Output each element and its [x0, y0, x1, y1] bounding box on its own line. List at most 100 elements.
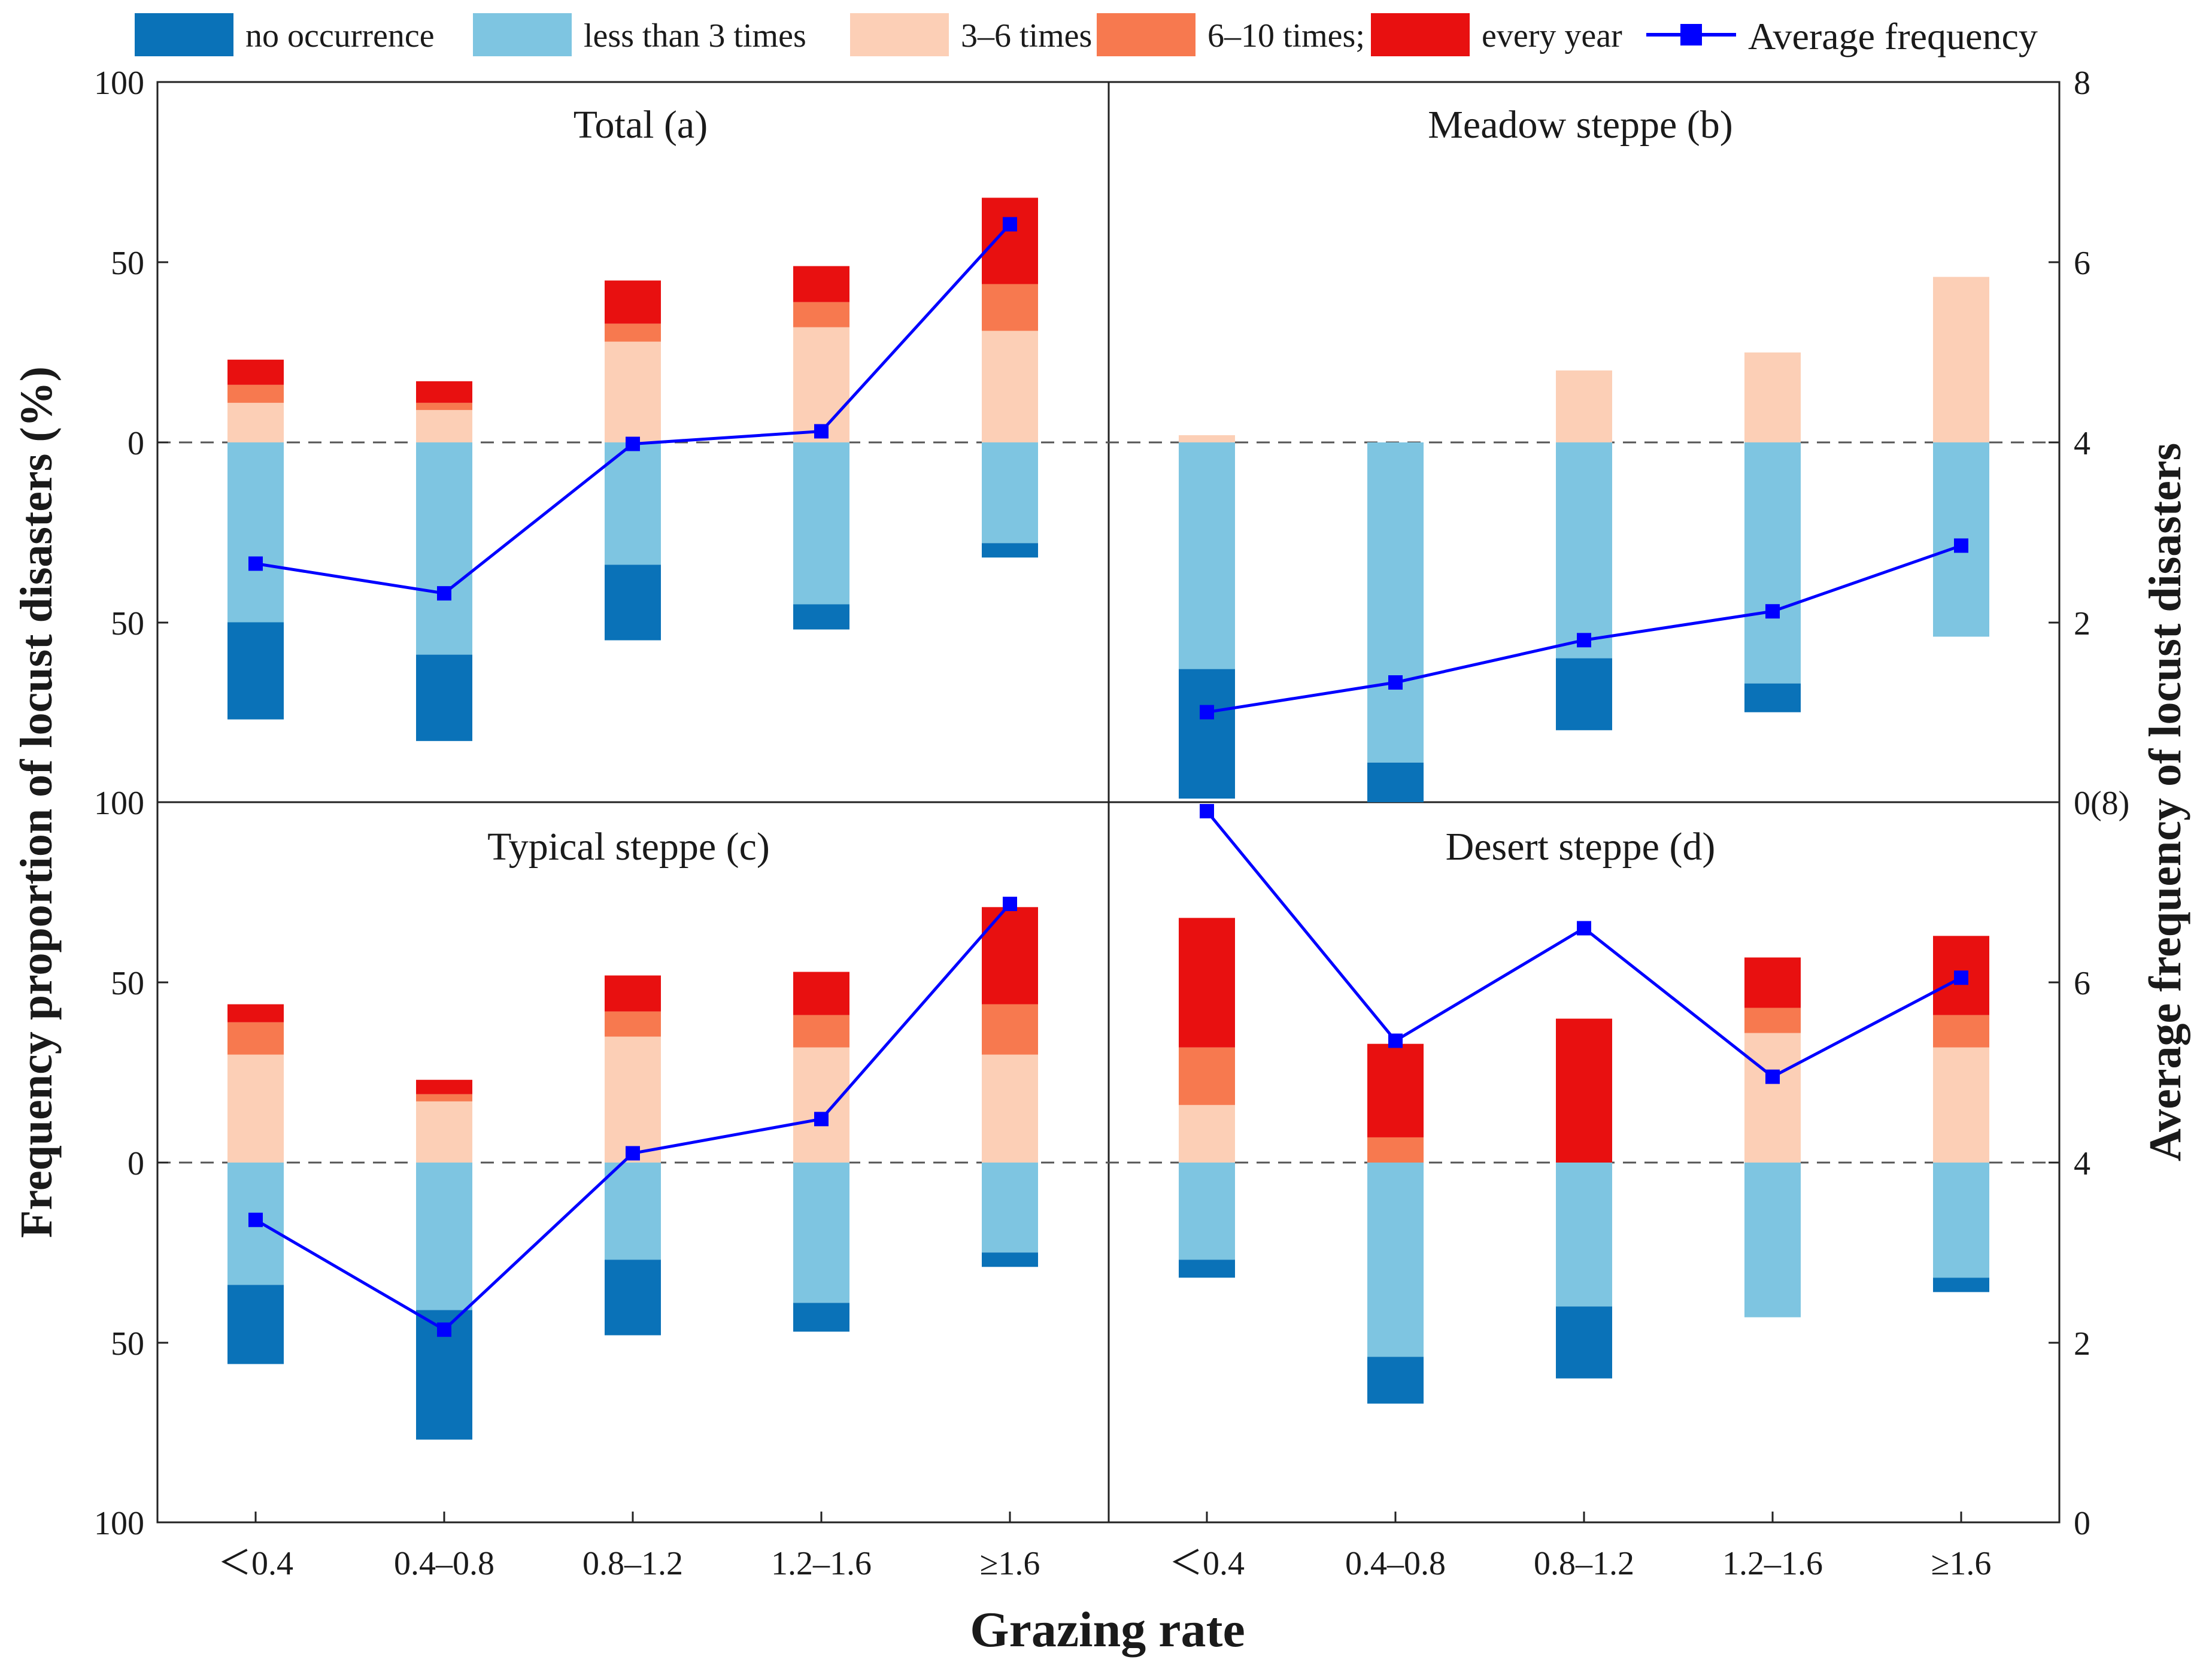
panel-title-typical-steppe: Typical steppe (c) [487, 825, 770, 869]
bar-every-year-p0-c0 [227, 359, 284, 385]
avg-frequency-marker-p3-c1 [1388, 1033, 1403, 1048]
bar-t6-10-p2-c4 [982, 1004, 1038, 1055]
bar-t6-10-p2-c1 [416, 1094, 472, 1101]
bar-less-than-3-p3-c4 [1933, 1163, 1989, 1278]
legend-label-t3-6: 3–6 times [961, 17, 1092, 54]
right-tick-label-bottom-0: 6 [2074, 965, 2090, 1002]
bar-t3-6-p2-c4 [982, 1054, 1038, 1163]
bar-every-year-p3-c2 [1556, 1018, 1612, 1163]
x-tick-label-0-2: 0.8–1.2 [582, 1545, 683, 1582]
bar-t6-10-p0-c2 [605, 323, 661, 342]
legend-swatch-t6-10 [1097, 13, 1195, 56]
legend-swatch-no-occurrence [135, 13, 233, 56]
axis-ticks: 100 50 0 50 100 50 0 50 100 8 6 4 2 0(8) 6 4 2 0 ＜0.4 0.4–0… [94, 65, 2129, 1582]
bar-t6-10-p2-c3 [793, 1015, 849, 1048]
x-tick-label-0-1: 0.4–0.8 [394, 1545, 494, 1582]
left-tick-label-top-0: 100 [94, 65, 144, 102]
avg-frequency-marker-p1-c2 [1577, 633, 1591, 648]
x-axis-label: Grazing rate [970, 1602, 1245, 1658]
bar-less-than-3-p3-c3 [1744, 1163, 1801, 1318]
right-tick-label-top-0: 8 [2074, 65, 2090, 102]
bar-no-occurrence-p0-c2 [605, 565, 661, 641]
x-tick-label-0-0: ＜0.4 [218, 1545, 293, 1582]
bar-less-than-3-p1-c0 [1179, 442, 1235, 669]
bar-less-than-3-p1-c1 [1367, 442, 1424, 763]
bar-less-than-3-p3-c0 [1179, 1163, 1235, 1260]
left-tick-label-bottom-1: 0 [128, 1145, 144, 1182]
avg-frequency-marker-p3-c2 [1577, 921, 1591, 936]
left-tick-label-top-4: 100 [94, 785, 144, 822]
bar-no-occurrence-p3-c4 [1933, 1277, 1989, 1292]
bar-t6-10-p3-c0 [1179, 1047, 1235, 1105]
bar-less-than-3-p2-c3 [793, 1163, 849, 1303]
bar-less-than-3-p1-c3 [1744, 442, 1801, 684]
legend-label-t6-10: 6–10 times; [1207, 17, 1365, 54]
bar-every-year-p3-c1 [1367, 1043, 1424, 1137]
bar-t6-10-p3-c4 [1933, 1015, 1989, 1048]
bar-less-than-3-p0-c0 [227, 442, 284, 623]
x-tick-label-1-0: ＜0.4 [1169, 1545, 1245, 1582]
panel-title-total: Total (a) [574, 103, 708, 147]
legend: no occurrence less than 3 times 3–6 times 6… [135, 13, 2038, 57]
panel-title-desert-steppe: Desert steppe (d) [1446, 825, 1716, 869]
y-axis-label-right: Average frequency of locust disasters [2140, 443, 2190, 1161]
legend-swatch-every-year [1371, 13, 1470, 56]
avg-frequency-marker-p0-c3 [814, 424, 829, 439]
bar-every-year-p2-c1 [416, 1079, 472, 1094]
bar-every-year-p2-c0 [227, 1004, 284, 1022]
bar-t6-10-p2-c0 [227, 1022, 284, 1055]
right-tick-label-top-2: 4 [2074, 425, 2090, 462]
legend-label-every-year: every year [1482, 17, 1622, 54]
bar-t6-10-p0-c4 [982, 284, 1038, 331]
avg-frequency-marker-p2-c0 [248, 1212, 263, 1227]
bar-every-year-p3-c0 [1179, 918, 1235, 1048]
bar-t3-6-p0-c1 [416, 409, 472, 442]
bar-t3-6-p0-c2 [605, 341, 661, 442]
bar-t3-6-p1-c2 [1556, 370, 1612, 442]
bar-every-year-p0-c1 [416, 381, 472, 403]
avg-frequency-marker-p0-c1 [437, 586, 451, 601]
bar-t6-10-p2-c2 [605, 1011, 661, 1037]
left-tick-label-bottom-3: 100 [94, 1505, 144, 1542]
bars-layer [227, 198, 1989, 1440]
bar-no-occurrence-p3-c0 [1179, 1260, 1235, 1278]
avg-frequency-marker-p3-c4 [1954, 970, 1968, 985]
legend-line-marker [1680, 24, 1702, 45]
bar-t6-10-p3-c1 [1367, 1137, 1424, 1163]
bar-no-occurrence-p3-c1 [1367, 1357, 1424, 1404]
bar-no-occurrence-p2-c2 [605, 1260, 661, 1336]
bar-t3-6-p2-c3 [793, 1047, 849, 1163]
bar-no-occurrence-p3-c2 [1556, 1306, 1612, 1379]
x-tick-label-1-1: 0.4–0.8 [1345, 1545, 1446, 1582]
bar-every-year-p2-c4 [982, 907, 1038, 1005]
panel-title-meadow-steppe: Meadow steppe (b) [1428, 103, 1733, 147]
bar-t6-10-p0-c0 [227, 384, 284, 403]
bar-t3-6-p2-c1 [416, 1101, 472, 1163]
left-tick-label-top-1: 50 [111, 245, 144, 282]
bar-t3-6-p0-c3 [793, 327, 849, 442]
bar-t3-6-p3-c3 [1744, 1033, 1801, 1163]
bar-t6-10-p0-c1 [416, 402, 472, 410]
bar-every-year-p0-c2 [605, 280, 661, 324]
x-tick-label-0-4: ≥1.6 [980, 1545, 1040, 1582]
right-tick-label-bottom-2: 2 [2074, 1325, 2090, 1363]
bar-t3-6-p3-c0 [1179, 1104, 1235, 1163]
avg-frequency-marker-p0-c0 [248, 556, 263, 571]
legend-swatch-t3-6 [850, 13, 949, 56]
right-tick-label-top-1: 6 [2074, 245, 2090, 282]
bar-every-year-p0-c4 [982, 198, 1038, 284]
bar-less-than-3-p2-c2 [605, 1163, 661, 1260]
bar-t3-6-p1-c3 [1744, 352, 1801, 442]
avg-frequency-marker-p0-c4 [1003, 217, 1017, 232]
bar-no-occurrence-p0-c4 [982, 543, 1038, 558]
x-tick-label-1-4: ≥1.6 [1931, 1545, 1992, 1582]
x-tick-label-0-3: 1.2–1.6 [771, 1545, 872, 1582]
bar-no-occurrence-p1-c3 [1744, 683, 1801, 712]
bar-no-occurrence-p0-c0 [227, 622, 284, 720]
bar-less-than-3-p1-c2 [1556, 442, 1612, 659]
bar-t6-10-p3-c3 [1744, 1008, 1801, 1033]
legend-swatch-less-than-3 [473, 13, 572, 56]
bar-less-than-3-p3-c1 [1367, 1163, 1424, 1357]
bar-t3-6-p1-c4 [1933, 277, 1989, 442]
bar-less-than-3-p0-c3 [793, 442, 849, 605]
